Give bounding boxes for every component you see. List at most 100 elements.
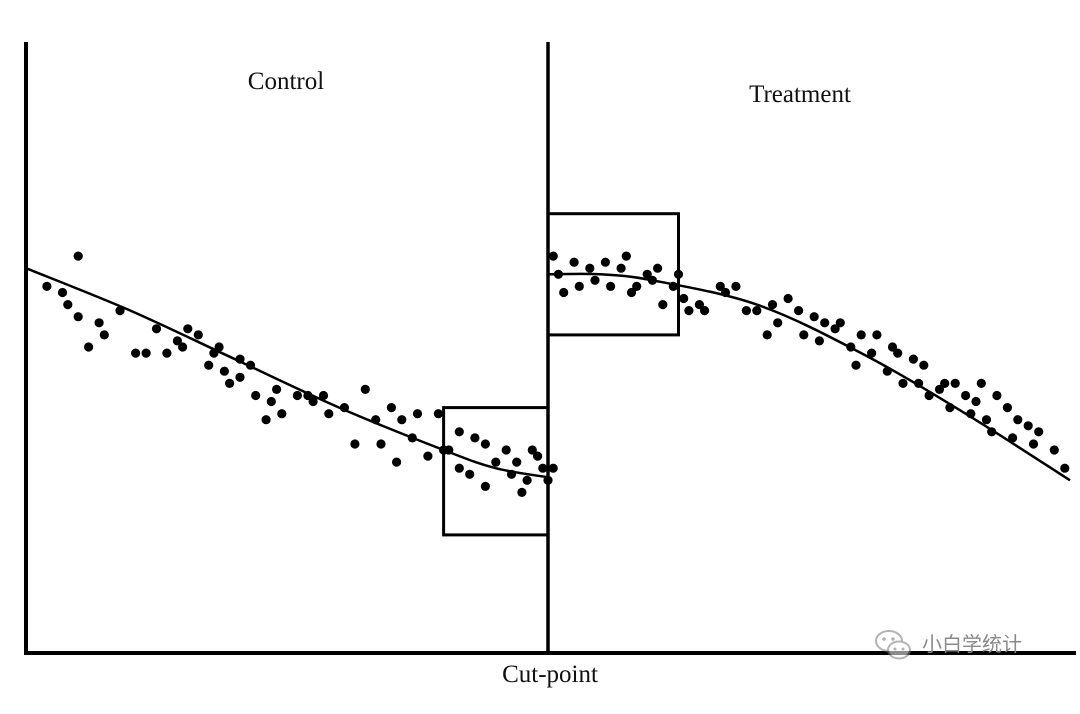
control-point — [454, 427, 464, 437]
treatment-point — [934, 384, 945, 394]
treatment-point — [574, 281, 584, 291]
control-point — [42, 281, 52, 291]
highlight-boxes — [442, 212, 680, 537]
control-point — [204, 360, 214, 370]
treatment-point — [882, 366, 892, 376]
treatment-point — [976, 378, 986, 388]
control-point — [162, 348, 172, 358]
control-point — [292, 390, 302, 401]
treatment-point — [966, 409, 976, 419]
treatment-point — [767, 300, 778, 310]
treatment-point — [621, 251, 631, 261]
treatment-point — [1002, 403, 1013, 413]
treatment-point — [887, 342, 898, 352]
control-point — [454, 463, 464, 473]
control-point — [491, 457, 501, 467]
treatment-point — [731, 281, 741, 291]
treatment-point — [658, 300, 668, 310]
control-point — [512, 457, 522, 467]
treatment-point — [626, 287, 637, 298]
treatment-point — [720, 287, 731, 298]
control-point — [131, 348, 141, 358]
control-point — [527, 445, 537, 455]
control-fit-line — [25, 267, 549, 479]
control-label: Control — [248, 68, 324, 95]
treatment-point — [799, 330, 809, 340]
treatment-point — [846, 342, 856, 352]
control-point — [412, 409, 423, 419]
treatment-point — [673, 269, 684, 279]
control-point — [219, 366, 229, 376]
control-point — [63, 300, 73, 310]
treatment-point — [919, 360, 929, 370]
control-point — [303, 390, 313, 401]
control-point — [324, 409, 334, 419]
treatment-point — [898, 378, 908, 388]
treatment-point — [684, 306, 694, 316]
treatment-point — [940, 378, 950, 388]
control-point — [214, 342, 224, 352]
treatment-point — [548, 251, 558, 261]
control-point — [548, 463, 558, 473]
treatment-point — [783, 293, 793, 304]
control-point — [183, 324, 193, 334]
control-point — [465, 469, 475, 479]
control-point — [235, 372, 245, 382]
control-point — [470, 433, 480, 443]
control-point — [84, 342, 94, 352]
treatment-point — [1023, 421, 1033, 431]
control-point — [376, 439, 386, 449]
treatment-label: Treatment — [749, 81, 851, 108]
treatment-point — [569, 257, 579, 267]
control-point — [57, 287, 68, 298]
control-point — [225, 378, 235, 388]
control-point — [94, 318, 104, 328]
treatment-point — [590, 275, 600, 285]
control-point — [533, 451, 543, 461]
treatment-point — [924, 390, 934, 401]
control-point — [73, 251, 83, 261]
treatment-point — [809, 312, 819, 322]
control-point — [318, 390, 329, 401]
treatment-point — [820, 318, 830, 328]
control-point — [433, 409, 443, 419]
treatment-point — [1060, 463, 1070, 473]
treatment-point — [700, 306, 710, 316]
treatment-point — [668, 281, 678, 291]
treatment-point — [987, 427, 997, 437]
treatment-point — [1013, 415, 1023, 425]
treatment-point — [867, 348, 877, 358]
treatment-point — [981, 415, 992, 425]
control-point — [141, 348, 151, 358]
treatment-point — [585, 263, 595, 273]
treatment-point — [856, 330, 866, 340]
control-point — [261, 415, 271, 425]
treatment-point — [752, 306, 762, 316]
control-point — [251, 390, 261, 401]
control-point — [339, 403, 349, 413]
treatment-point — [741, 306, 752, 316]
treatment-point — [553, 269, 564, 279]
control-point — [506, 469, 517, 479]
treatment-point — [715, 281, 725, 291]
control-point — [350, 439, 360, 449]
control-point — [480, 481, 490, 491]
control-point — [99, 330, 109, 340]
treatment-point — [606, 281, 616, 291]
control-point — [538, 463, 548, 473]
treatment-point — [653, 263, 663, 273]
control-point — [392, 457, 402, 467]
watermark: 小白学统计 — [875, 630, 1022, 660]
control-point — [266, 396, 276, 407]
control-point — [178, 342, 188, 352]
treatment-fit-line — [547, 272, 1071, 482]
treatment-point — [971, 396, 981, 407]
control-point — [371, 415, 381, 425]
control-point — [444, 445, 454, 455]
fit-lines — [25, 267, 1071, 482]
treatment-point — [830, 324, 840, 334]
control-point — [397, 415, 407, 425]
treatment-point — [950, 378, 960, 388]
control-point — [272, 384, 282, 394]
